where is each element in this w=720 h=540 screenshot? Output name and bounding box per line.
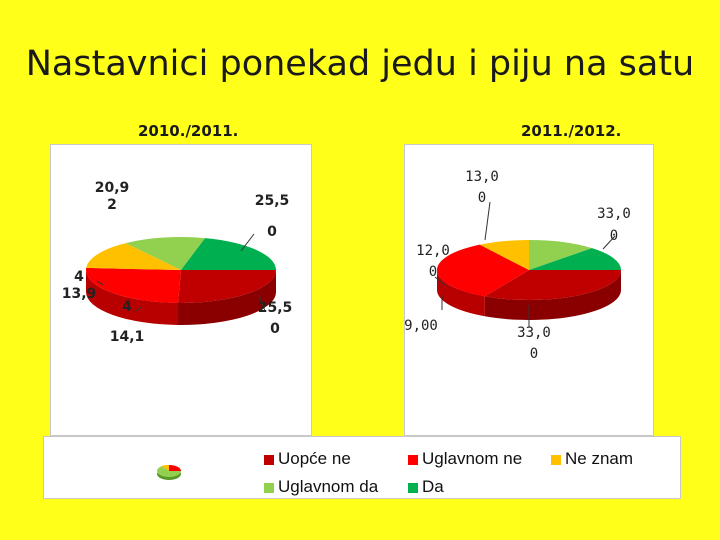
legend-item-uopce-ne: Uopće ne	[264, 449, 351, 469]
pie-slice-uopce-ne	[484, 270, 621, 300]
pie-chart-2010-2011: 25,5 0 25,5 0 14,14 13,94 20,9 2	[50, 144, 312, 436]
pie-slice-uglavnom-ne	[437, 244, 529, 297]
data-label-ne-znam: 14,14	[110, 299, 145, 345]
legend-swatch-uglavnom-ne	[408, 455, 418, 465]
pie-slice-uglavnom-ne	[86, 267, 181, 303]
leader-line	[134, 306, 142, 313]
legend-swatch-ne-znam	[551, 455, 561, 465]
chart-legend: Uopće ne Uglavnom ne Ne znam Uglavnom da…	[43, 436, 681, 499]
pie-slice-da	[529, 248, 621, 270]
data-label-uglavnom-da: 13,94	[62, 269, 97, 302]
legend-swatch-uglavnom-da	[264, 483, 274, 493]
pie-svg-2011-2012: 33,0 0 33,0 0 9,00 12,0 0 13,0 0	[405, 169, 631, 362]
legend-label-ne-znam: Ne znam	[565, 449, 634, 468]
legend-item-uglavnom-ne: Uglavnom ne	[408, 449, 523, 469]
legend-label-uglavnom-ne: Uglavnom ne	[422, 449, 523, 468]
legend-item-da: Da	[408, 477, 444, 497]
pie-side-uopce-ne	[484, 270, 621, 320]
pie-side-uopce-ne	[178, 270, 276, 325]
pie-slice-ne-znam	[479, 240, 529, 270]
leader-line	[258, 294, 266, 312]
leader-line	[240, 233, 255, 252]
pie-slice-uopce-ne	[178, 270, 276, 303]
pie-chart-2011-2012: 33,0 0 33,0 0 9,00 12,0 0 13,0 0	[404, 144, 654, 436]
pie-side-uglavnom-ne	[437, 270, 485, 317]
legend-label-uopce-ne: Uopće ne	[278, 449, 351, 468]
pie-side-uglavnom-ne	[86, 270, 179, 325]
data-label-ne-znam: 9,00	[405, 318, 438, 334]
leader-line	[96, 280, 104, 286]
pie-slice-uglavnom-da	[529, 240, 592, 270]
pie-svg-2010-2011: 25,5 0 25,5 0 14,14 13,94 20,9 2	[62, 180, 293, 345]
data-label-da: 20,9 2	[95, 180, 130, 213]
data-label-uglavnom-da: 12,0 0	[416, 243, 450, 280]
data-label-uglavnom-ne: 33,0 0	[517, 325, 551, 362]
leader-line	[602, 235, 616, 250]
pie-side-walls	[86, 270, 276, 325]
data-label-uopce-ne: 33,0 0	[597, 206, 631, 244]
pie-legend-icon	[157, 464, 181, 480]
pie-slice-ne-znam	[86, 243, 181, 270]
legend-item-uglavnom-da: Uglavnom da	[264, 477, 379, 497]
legend-swatch-da	[408, 483, 418, 493]
data-label-uopce-ne: 25,5 0	[255, 193, 290, 240]
leader-line	[434, 276, 446, 286]
pie-slice-da	[181, 238, 276, 270]
leader-line	[484, 201, 491, 241]
data-label-uglavnom-ne: 25,5 0	[258, 300, 293, 337]
legend-label-uglavnom-da: Uglavnom da	[278, 477, 379, 496]
legend-item-ne-znam: Ne znam	[551, 449, 634, 469]
legend-label-da: Da	[422, 477, 444, 496]
chart-title-2011-2012: 2011./2012.	[521, 122, 622, 140]
page-title: Nastavnici ponekad jedu i piju na satu	[25, 44, 695, 84]
pie-slice-uglavnom-da	[125, 237, 206, 270]
chart-title-2010-2011: 2010./2011.	[138, 122, 239, 140]
pie-side-walls	[437, 270, 621, 320]
legend-swatch-uopce-ne	[264, 455, 274, 465]
data-label-da: 13,0 0	[465, 169, 499, 206]
